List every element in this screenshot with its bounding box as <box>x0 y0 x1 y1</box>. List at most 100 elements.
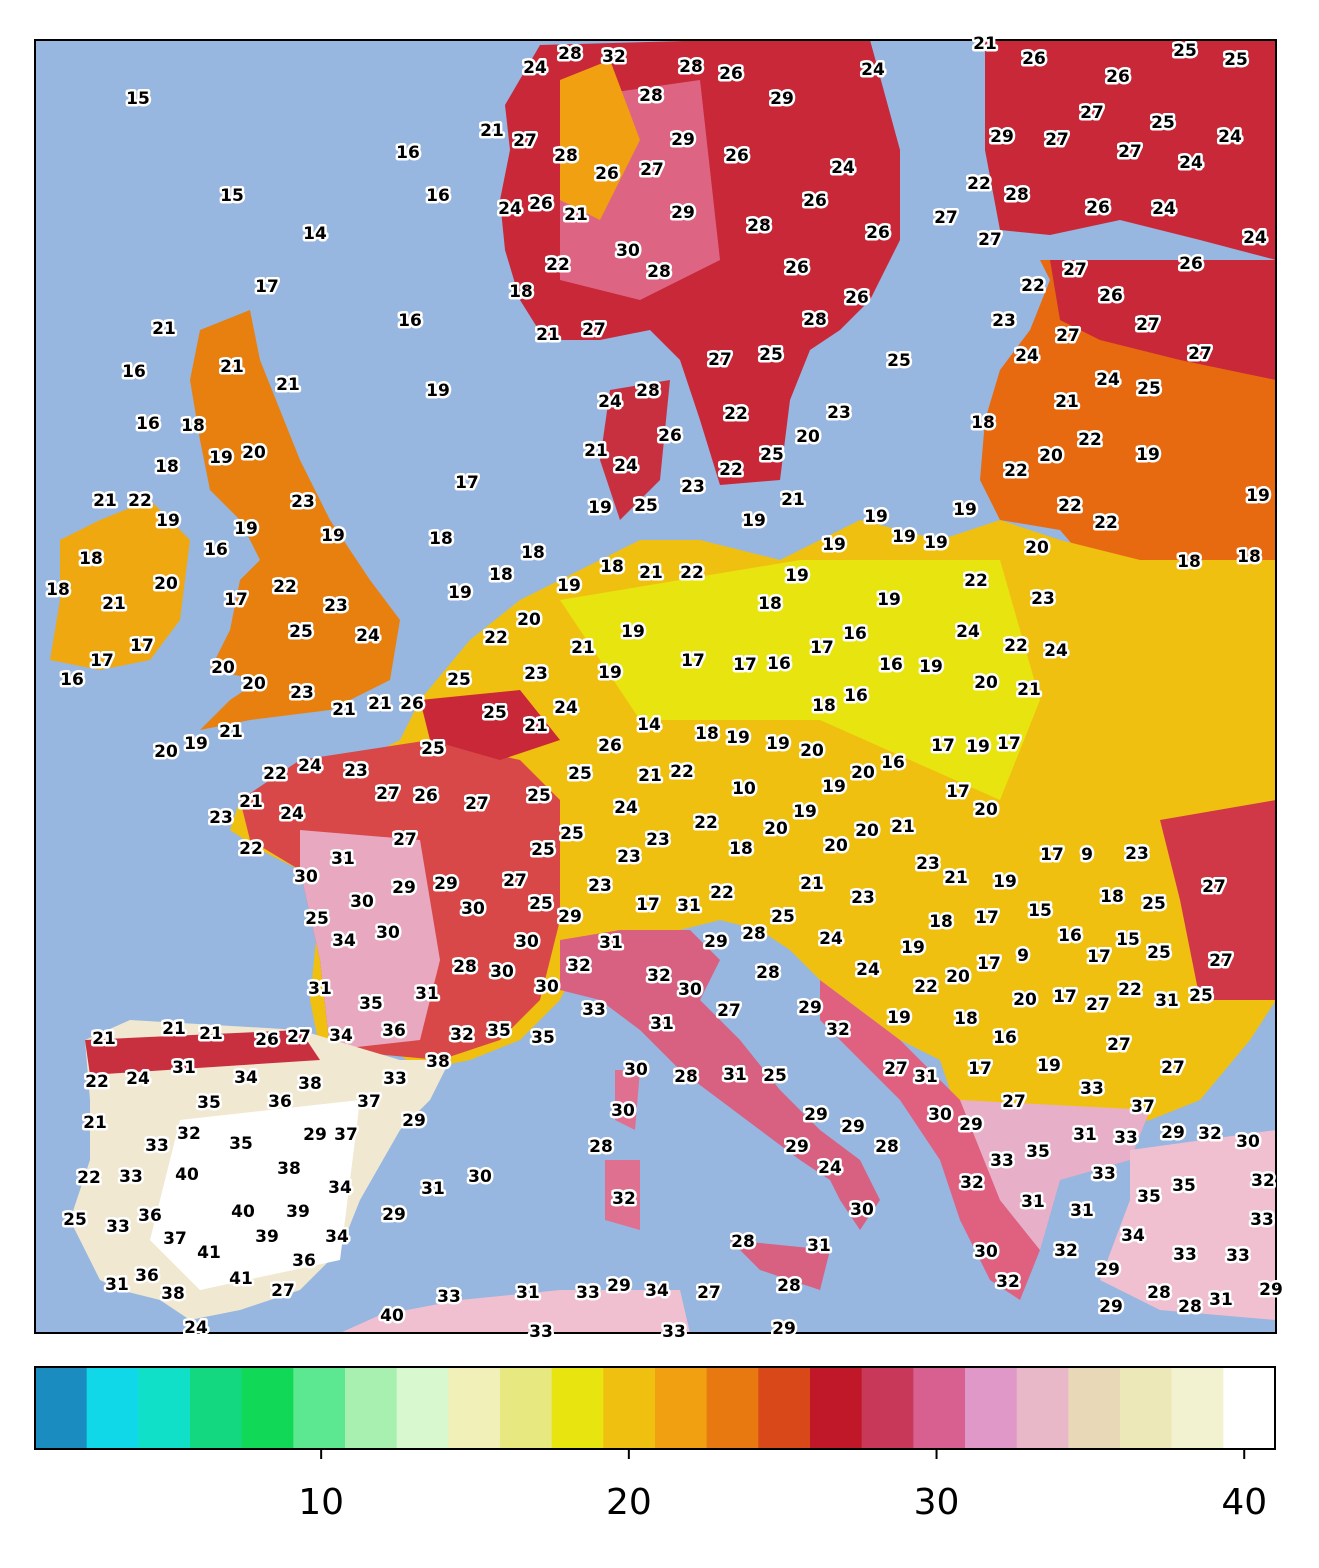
temperature-label: 20 <box>517 610 541 630</box>
temperature-label: 18 <box>758 594 782 614</box>
temperature-label: 31 <box>1070 1201 1094 1221</box>
temperature-label: 24 <box>1044 641 1068 661</box>
temperature-label: 29 <box>1099 1297 1123 1317</box>
temperature-label: 31 <box>308 979 332 999</box>
colorbar-segment <box>396 1367 449 1449</box>
temperature-label: 27 <box>1118 142 1142 162</box>
temperature-label: 19 <box>156 511 180 531</box>
temperature-label: 24 <box>818 1158 842 1178</box>
colorbar-frame <box>34 1366 1276 1450</box>
temperature-label: 16 <box>136 414 160 434</box>
land <box>150 1100 360 1290</box>
temperature-label: 26 <box>785 258 809 278</box>
temperature-label: 23 <box>851 888 875 908</box>
temperature-label: 29 <box>671 203 695 223</box>
temperature-label: 19 <box>726 728 750 748</box>
temperature-label: 16 <box>60 670 84 690</box>
temperature-label: 27 <box>465 794 489 814</box>
temperature-label: 26 <box>725 146 749 166</box>
temperature-label: 25 <box>289 622 313 642</box>
temperature-label: 18 <box>46 580 70 600</box>
temperature-label: 33 <box>437 1287 461 1307</box>
temperature-label: 30 <box>468 1167 492 1187</box>
temperature-label: 16 <box>204 540 228 560</box>
temperature-label: 35 <box>1137 1187 1161 1207</box>
temperature-label: 20 <box>764 819 788 839</box>
temperature-label: 34 <box>328 1178 352 1198</box>
temperature-label: 22 <box>1058 496 1082 516</box>
temperature-label: 20 <box>824 836 848 856</box>
temperature-label: 25 <box>763 1066 787 1086</box>
temperature-label: 29 <box>772 1319 796 1339</box>
temperature-label: 40 <box>231 1202 255 1222</box>
temperature-label: 31 <box>421 1179 445 1199</box>
temperature-label: 25 <box>1224 50 1248 70</box>
temperature-label: 21 <box>93 491 117 511</box>
temperature-label: 26 <box>400 694 424 714</box>
temperature-label: 27 <box>1136 315 1160 335</box>
temperature-label: 24 <box>184 1318 208 1338</box>
temperature-label: 25 <box>483 703 507 723</box>
temperature-label: 21 <box>276 375 300 395</box>
temperature-label: 31 <box>516 1283 540 1303</box>
temperature-label: 27 <box>393 830 417 850</box>
temperature-label: 22 <box>85 1072 109 1092</box>
temperature-label: 25 <box>1147 943 1171 963</box>
temperature-label: 31 <box>331 849 355 869</box>
temperature-label: 22 <box>263 764 287 784</box>
temperature-label: 32 <box>1198 1124 1222 1144</box>
temperature-label: 16 <box>993 1028 1017 1048</box>
temperature-label: 16 <box>396 143 420 163</box>
temperature-label: 9 <box>1017 946 1029 966</box>
temperature-label: 22 <box>964 571 988 591</box>
temperature-label: 19 <box>993 872 1017 892</box>
temperature-label: 22 <box>1004 461 1028 481</box>
temperature-label: 19 <box>822 777 846 797</box>
temperature-label: 21 <box>239 792 263 812</box>
temperature-label: 28 <box>636 381 660 401</box>
temperature-label: 30 <box>535 977 559 997</box>
colorbar-segment <box>861 1367 914 1449</box>
temperature-label: 29 <box>303 1125 327 1145</box>
temperature-label: 31 <box>1155 991 1179 1011</box>
temperature-label: 17 <box>130 636 154 656</box>
temperature-label: 17 <box>931 736 955 756</box>
temperature-label: 32 <box>826 1020 850 1040</box>
colorbar-segment <box>86 1367 139 1449</box>
temperature-label: 28 <box>453 957 477 977</box>
temperature-label: 32 <box>602 47 626 67</box>
temperature-label: 25 <box>1189 986 1213 1006</box>
temperature-label: 26 <box>595 164 619 184</box>
temperature-label: 25 <box>1151 113 1175 133</box>
temperature-label: 31 <box>1021 1192 1045 1212</box>
temperature-label: 25 <box>63 1210 87 1230</box>
land <box>1160 800 1276 1000</box>
temperature-label: 27 <box>513 131 537 151</box>
temperature-label: 33 <box>529 1322 553 1342</box>
land <box>615 1070 640 1130</box>
temperature-label: 17 <box>1087 947 1111 967</box>
temperature-label: 22 <box>1094 513 1118 533</box>
temperature-label: 21 <box>199 1024 223 1044</box>
temperature-label: 25 <box>568 764 592 784</box>
temperature-label: 28 <box>1005 185 1029 205</box>
temperature-label: 24 <box>598 392 622 412</box>
temperature-label: 27 <box>1161 1058 1185 1078</box>
colorbar-segment <box>293 1367 346 1449</box>
temperature-label: 19 <box>892 527 916 547</box>
temperature-label: 15 <box>1116 930 1140 950</box>
temperature-label: 20 <box>974 800 998 820</box>
temperature-label: 18 <box>1237 547 1261 567</box>
temperature-label: 21 <box>1055 392 1079 412</box>
temperature-label: 25 <box>531 840 555 860</box>
temperature-label: 26 <box>1099 286 1123 306</box>
temperature-label: 25 <box>634 496 658 516</box>
colorbar-segment <box>1016 1367 1069 1449</box>
temperature-label: 30 <box>294 867 318 887</box>
temperature-label: 35 <box>1026 1142 1050 1162</box>
colorbar-segment <box>706 1367 759 1449</box>
temperature-label: 31 <box>415 984 439 1004</box>
temperature-label: 25 <box>527 786 551 806</box>
temperature-label: 19 <box>785 566 809 586</box>
temperature-label: 28 <box>731 1232 755 1252</box>
